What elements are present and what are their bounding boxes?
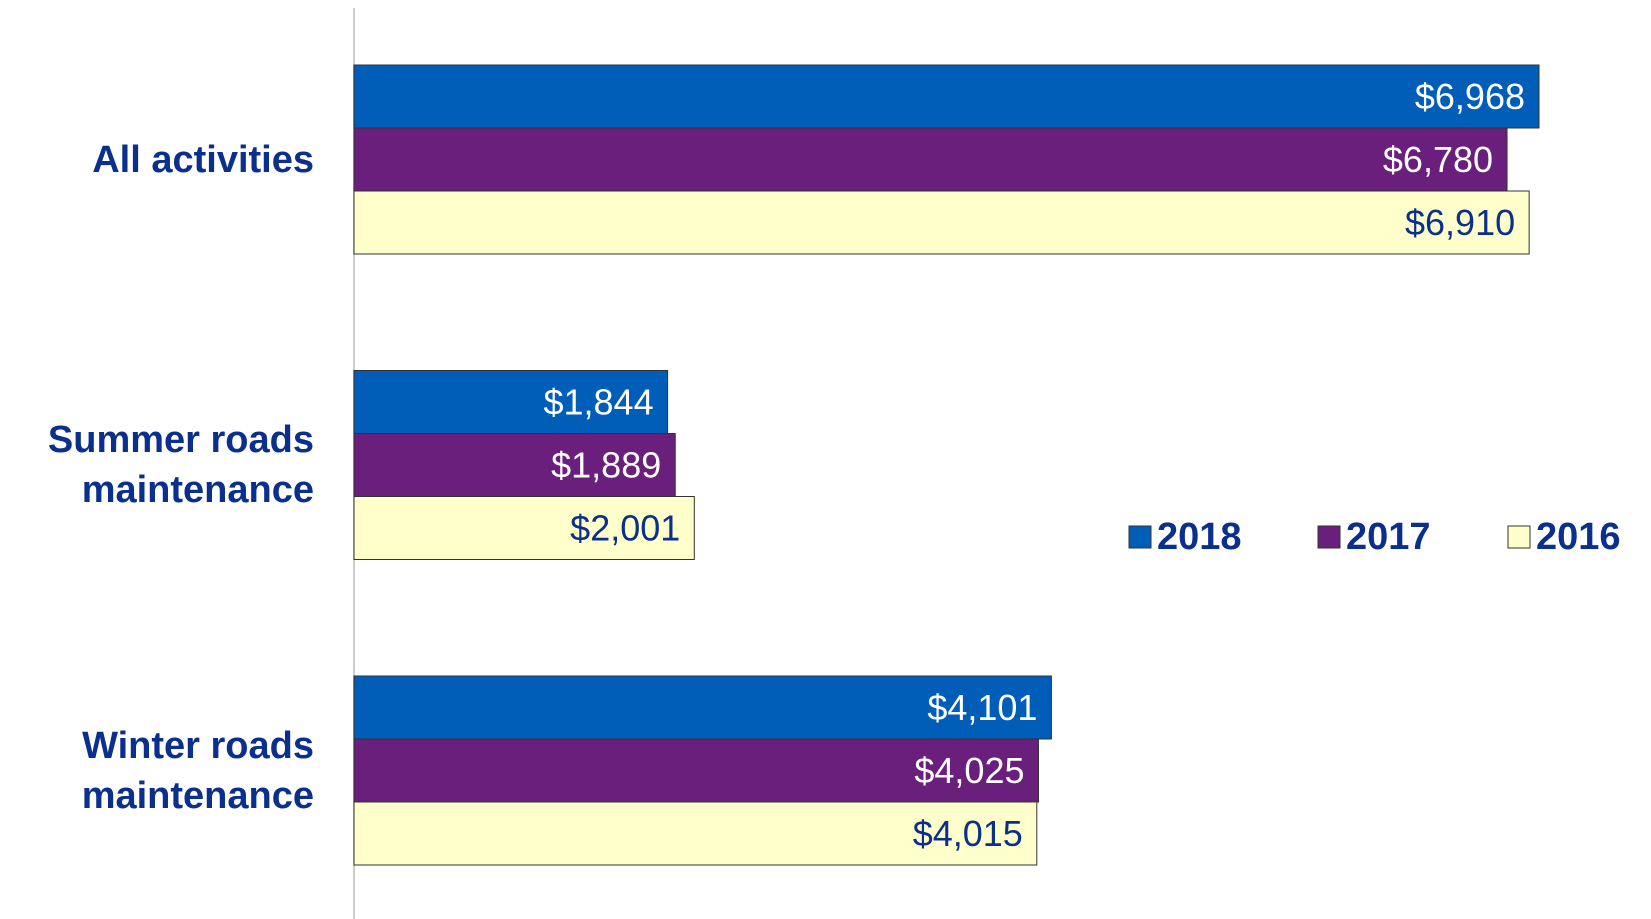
bar — [353, 127, 1508, 192]
value-label: $1,844 — [543, 382, 653, 423]
value-label: $4,015 — [913, 813, 1023, 854]
value-label: $6,780 — [1383, 139, 1493, 180]
value-label: $4,025 — [914, 750, 1024, 791]
value-label: $2,001 — [570, 508, 680, 549]
bar — [353, 675, 1052, 740]
bar — [353, 370, 669, 434]
bar — [353, 190, 1530, 255]
legend-swatch — [1507, 525, 1531, 549]
category-label: All activities — [92, 138, 314, 181]
legend-label: 2017 — [1346, 516, 1431, 558]
bar — [353, 801, 1038, 866]
value-label: $1,889 — [551, 445, 661, 486]
category-label: Winter roads maintenance — [81, 724, 314, 817]
bar — [353, 433, 676, 497]
legend-label: 2018 — [1157, 516, 1242, 558]
legend-swatch — [1317, 525, 1341, 549]
legend-swatch — [1128, 525, 1152, 549]
value-label: $4,101 — [927, 687, 1037, 728]
value-label: $6,910 — [1405, 202, 1515, 243]
value-label: $6,968 — [1415, 76, 1525, 117]
bar — [353, 738, 1040, 803]
bar — [353, 496, 695, 560]
category-label: Summer roads maintenance — [47, 419, 314, 511]
bar — [353, 64, 1540, 129]
legend-label: 2016 — [1536, 516, 1621, 558]
